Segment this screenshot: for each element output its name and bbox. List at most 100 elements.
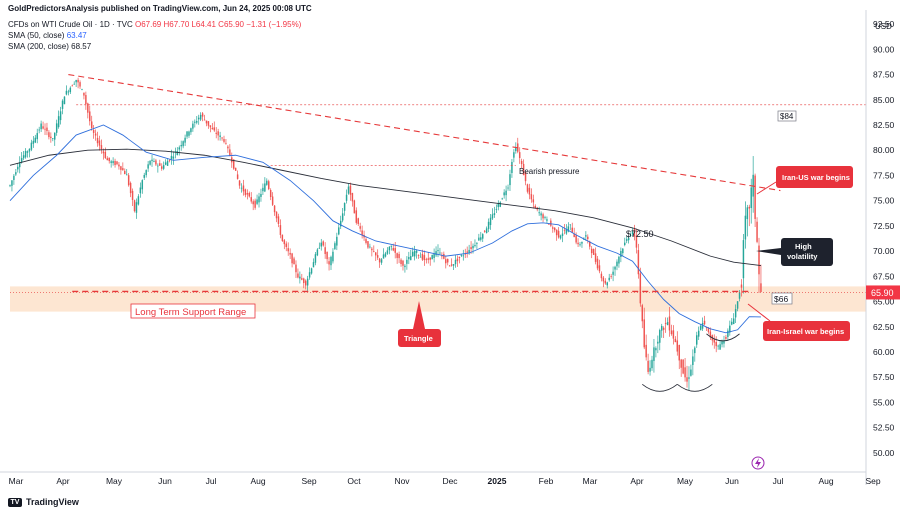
candle-body <box>248 192 251 197</box>
candle-body <box>754 175 756 219</box>
candle-body <box>596 258 599 269</box>
candle-body <box>427 258 430 260</box>
candle-body <box>668 316 671 331</box>
sma200-label: SMA (200, close) <box>8 42 69 51</box>
candle-body <box>480 237 482 240</box>
sma50-legend[interactable]: SMA (50, close) 63.47 <box>8 31 87 40</box>
candle-body <box>186 131 188 137</box>
y-tick-label: 62.50 <box>873 322 895 332</box>
candle-body <box>433 253 435 258</box>
candle-body <box>542 214 544 219</box>
candle-body <box>489 217 492 226</box>
candle-body <box>557 230 560 238</box>
candle-body <box>627 237 630 241</box>
candle-body <box>552 227 554 229</box>
candle-body <box>271 196 274 205</box>
triangle-marker <box>413 301 425 329</box>
candle-body <box>495 208 498 210</box>
candle-body <box>392 248 394 251</box>
candle-body <box>468 249 470 254</box>
candle-body <box>470 247 472 250</box>
candle-body <box>131 190 134 201</box>
candle-body <box>482 234 484 239</box>
candle-body <box>312 262 315 268</box>
x-tick-label: Jul <box>773 476 784 486</box>
candle-body <box>246 193 249 195</box>
candle-body <box>155 160 157 165</box>
candle-body <box>159 163 161 166</box>
candle-body <box>396 253 398 258</box>
annotation-triangle: Triangle <box>404 334 433 343</box>
candle-body <box>254 200 256 208</box>
candle-body <box>760 283 762 293</box>
x-axis-ticks: Mar Apr May Jun Jul Aug Sep Oct Nov Dec 2025 Feb Mar… <box>9 476 881 486</box>
candle-body <box>437 250 439 252</box>
candle-body <box>318 247 321 249</box>
candle-body <box>624 242 626 246</box>
candle-body <box>756 221 758 242</box>
candle-body <box>15 172 17 175</box>
candle-body <box>361 230 363 236</box>
candle-body <box>50 136 52 139</box>
candle-body <box>79 82 81 87</box>
candle-body <box>738 292 741 299</box>
tradingview-logo-icon: TV <box>8 497 22 507</box>
candle-body <box>513 152 515 158</box>
candle-body <box>415 250 418 253</box>
candle-body <box>526 184 529 192</box>
candle-body <box>408 257 410 260</box>
candle-body <box>565 229 568 234</box>
candle-body <box>139 187 142 194</box>
candle-body <box>378 258 381 263</box>
candle-body <box>476 243 478 244</box>
candle-body <box>639 273 642 304</box>
candle-body <box>330 256 332 266</box>
candle-body <box>299 276 301 279</box>
candle-body <box>289 252 291 255</box>
candle-body <box>376 255 379 258</box>
candle-body <box>17 166 19 170</box>
candle-body <box>567 226 570 232</box>
candle-body <box>697 330 700 337</box>
candle-body <box>616 261 618 267</box>
candle-body <box>137 196 140 205</box>
x-tick-label: Jul <box>206 476 217 486</box>
candle-body <box>421 253 424 260</box>
candle-body <box>40 123 42 130</box>
candle-body <box>705 327 708 329</box>
candle-body <box>715 342 717 347</box>
candle-body <box>157 165 159 167</box>
callout-iran-us <box>776 166 853 188</box>
candle-body <box>388 246 391 251</box>
candle-body <box>721 341 723 345</box>
double-bottom-arc-2 <box>677 383 713 392</box>
candle-body <box>635 235 638 248</box>
candle-body <box>655 348 657 351</box>
candle-body <box>322 241 324 246</box>
candle-body <box>250 197 252 202</box>
candle-body <box>641 305 644 322</box>
candle-body <box>170 155 173 160</box>
tradingview-brand[interactable]: TV TradingView <box>8 497 79 507</box>
x-tick-label: Oct <box>347 476 361 486</box>
lightning-event-icon <box>751 456 765 470</box>
candle-body <box>114 160 116 166</box>
candle-body <box>59 111 62 121</box>
y-tick-label: 50.00 <box>873 448 895 458</box>
candle-body <box>666 322 669 326</box>
candle-body <box>534 205 537 209</box>
candle-body <box>108 157 110 162</box>
candle-body <box>190 128 192 133</box>
y-tick-label: 87.50 <box>873 70 895 80</box>
candle-body <box>703 320 706 325</box>
sma200-legend[interactable]: SMA (200, close) 68.57 <box>8 42 91 51</box>
candle-body <box>419 256 422 258</box>
candle-body <box>145 170 147 176</box>
candle-body <box>452 264 455 266</box>
candle-body <box>546 219 548 221</box>
candle-body <box>413 250 416 257</box>
candle-body <box>215 132 217 134</box>
x-tick-label: Jun <box>158 476 172 486</box>
candle-body <box>590 248 593 254</box>
